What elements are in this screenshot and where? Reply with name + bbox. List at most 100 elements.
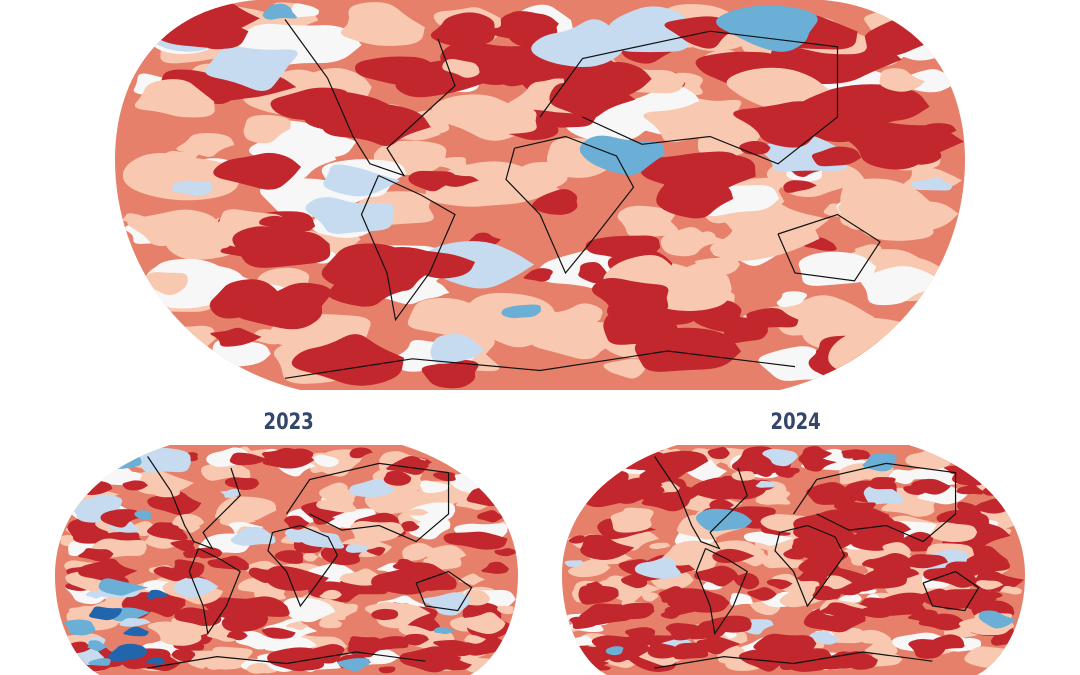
anomaly-region: [606, 602, 655, 620]
anomaly-region: [710, 216, 820, 262]
anomaly-region: [665, 623, 704, 641]
coastline-antarctica: [147, 651, 426, 669]
anomaly-region: [377, 636, 409, 650]
anomaly-region: [610, 508, 654, 533]
anomaly-region: [977, 467, 1001, 478]
anomaly-region: [783, 180, 817, 193]
anomaly-region: [348, 636, 383, 651]
cold-anomaly-region: [88, 606, 122, 621]
anomaly-region: [471, 469, 510, 485]
anomaly-region: [229, 452, 270, 466]
map-2024: [562, 445, 1025, 675]
anomaly-region: [695, 256, 740, 277]
anomaly-region: [136, 447, 191, 473]
anomaly-region: [494, 548, 518, 557]
anomaly-region: [571, 635, 599, 647]
anomaly-region: [864, 638, 898, 656]
coastline-north-america: [284, 19, 456, 177]
cold-anomaly-region: [123, 626, 149, 637]
anomaly-region: [783, 545, 815, 560]
anomaly-region: [459, 612, 506, 635]
cold-anomaly-region: [146, 657, 165, 665]
anomaly-region: [996, 660, 1020, 671]
anomaly-region: [755, 480, 777, 488]
anomaly-region: [828, 333, 956, 376]
anomaly-region: [603, 358, 649, 379]
anomaly-region: [591, 277, 669, 321]
cold-anomaly-region: [64, 619, 96, 636]
anomaly-region: [643, 100, 746, 143]
anomaly-region: [434, 657, 472, 671]
anomaly-region: [355, 56, 438, 85]
anomaly-region: [617, 205, 679, 238]
anomaly-region: [568, 559, 611, 578]
anomaly-region: [252, 329, 292, 345]
anomaly-region: [634, 557, 681, 579]
anomaly-region: [911, 176, 953, 191]
map-label-2023: 2023: [263, 410, 314, 435]
anomaly-region: [956, 484, 984, 495]
anomaly-region: [786, 657, 834, 672]
anomaly-region: [473, 464, 489, 471]
anomaly-region: [172, 513, 205, 530]
anomaly-region: [371, 567, 432, 595]
anomaly-region: [568, 535, 587, 544]
anomaly-region: [707, 447, 730, 460]
anomaly-region: [776, 291, 808, 308]
anomaly-region: [938, 589, 997, 610]
anomaly-region: [819, 602, 864, 619]
anomaly-region: [746, 307, 799, 328]
anomaly-region: [371, 608, 399, 621]
anomaly-region: [1000, 585, 1022, 595]
coastline-antarctica: [284, 350, 796, 379]
anomaly-region: [286, 621, 309, 631]
anomaly-region: [775, 467, 800, 478]
anomaly-region: [80, 446, 107, 461]
anomaly-region: [811, 146, 862, 167]
anomaly-region: [608, 656, 628, 663]
anomaly-region: [532, 189, 578, 215]
anomaly-region: [331, 515, 366, 528]
anomaly-region: [733, 101, 835, 148]
coastline-north-america: [654, 456, 748, 550]
anomaly-region: [176, 132, 235, 157]
anomaly-region: [733, 572, 760, 590]
anomaly-region: [987, 460, 1019, 475]
anomaly-region: [1005, 660, 1022, 667]
anomaly-region: [59, 462, 101, 481]
anomaly-region: [930, 521, 978, 543]
anomaly-region: [473, 461, 502, 477]
cold-anomaly-region: [87, 640, 109, 652]
anomaly-region: [975, 580, 1004, 590]
anomaly-region: [803, 446, 832, 460]
anomaly-region: [822, 575, 853, 590]
anomaly-region: [327, 270, 409, 307]
anomaly-region: [726, 67, 830, 112]
anomaly-region: [221, 606, 269, 632]
anomaly-region: [810, 101, 884, 137]
anomaly-region: [345, 544, 369, 553]
anomaly-region: [889, 2, 923, 17]
coastline-australia: [415, 570, 473, 612]
anomaly-region: [580, 534, 635, 560]
anomaly-region: [1000, 498, 1020, 508]
anomaly-region: [281, 597, 336, 623]
anomaly-region: [564, 487, 592, 500]
anomaly-region: [846, 449, 871, 461]
anomaly-region: [261, 627, 296, 639]
coastline-eurasia: [286, 462, 450, 543]
anomaly-region: [450, 450, 511, 476]
anomaly-region: [122, 480, 149, 491]
anomaly-region: [349, 478, 395, 498]
anomaly-region: [573, 657, 598, 670]
anomaly-region: [882, 542, 911, 557]
anomaly-region: [574, 448, 613, 463]
anomaly-region: [313, 454, 339, 468]
anomaly-region: [321, 103, 431, 147]
anomaly-region: [888, 469, 920, 485]
anomaly-region: [798, 553, 844, 576]
anomaly-region: [249, 80, 315, 110]
anomaly-region: [407, 297, 487, 337]
anomaly-region: [860, 266, 947, 306]
